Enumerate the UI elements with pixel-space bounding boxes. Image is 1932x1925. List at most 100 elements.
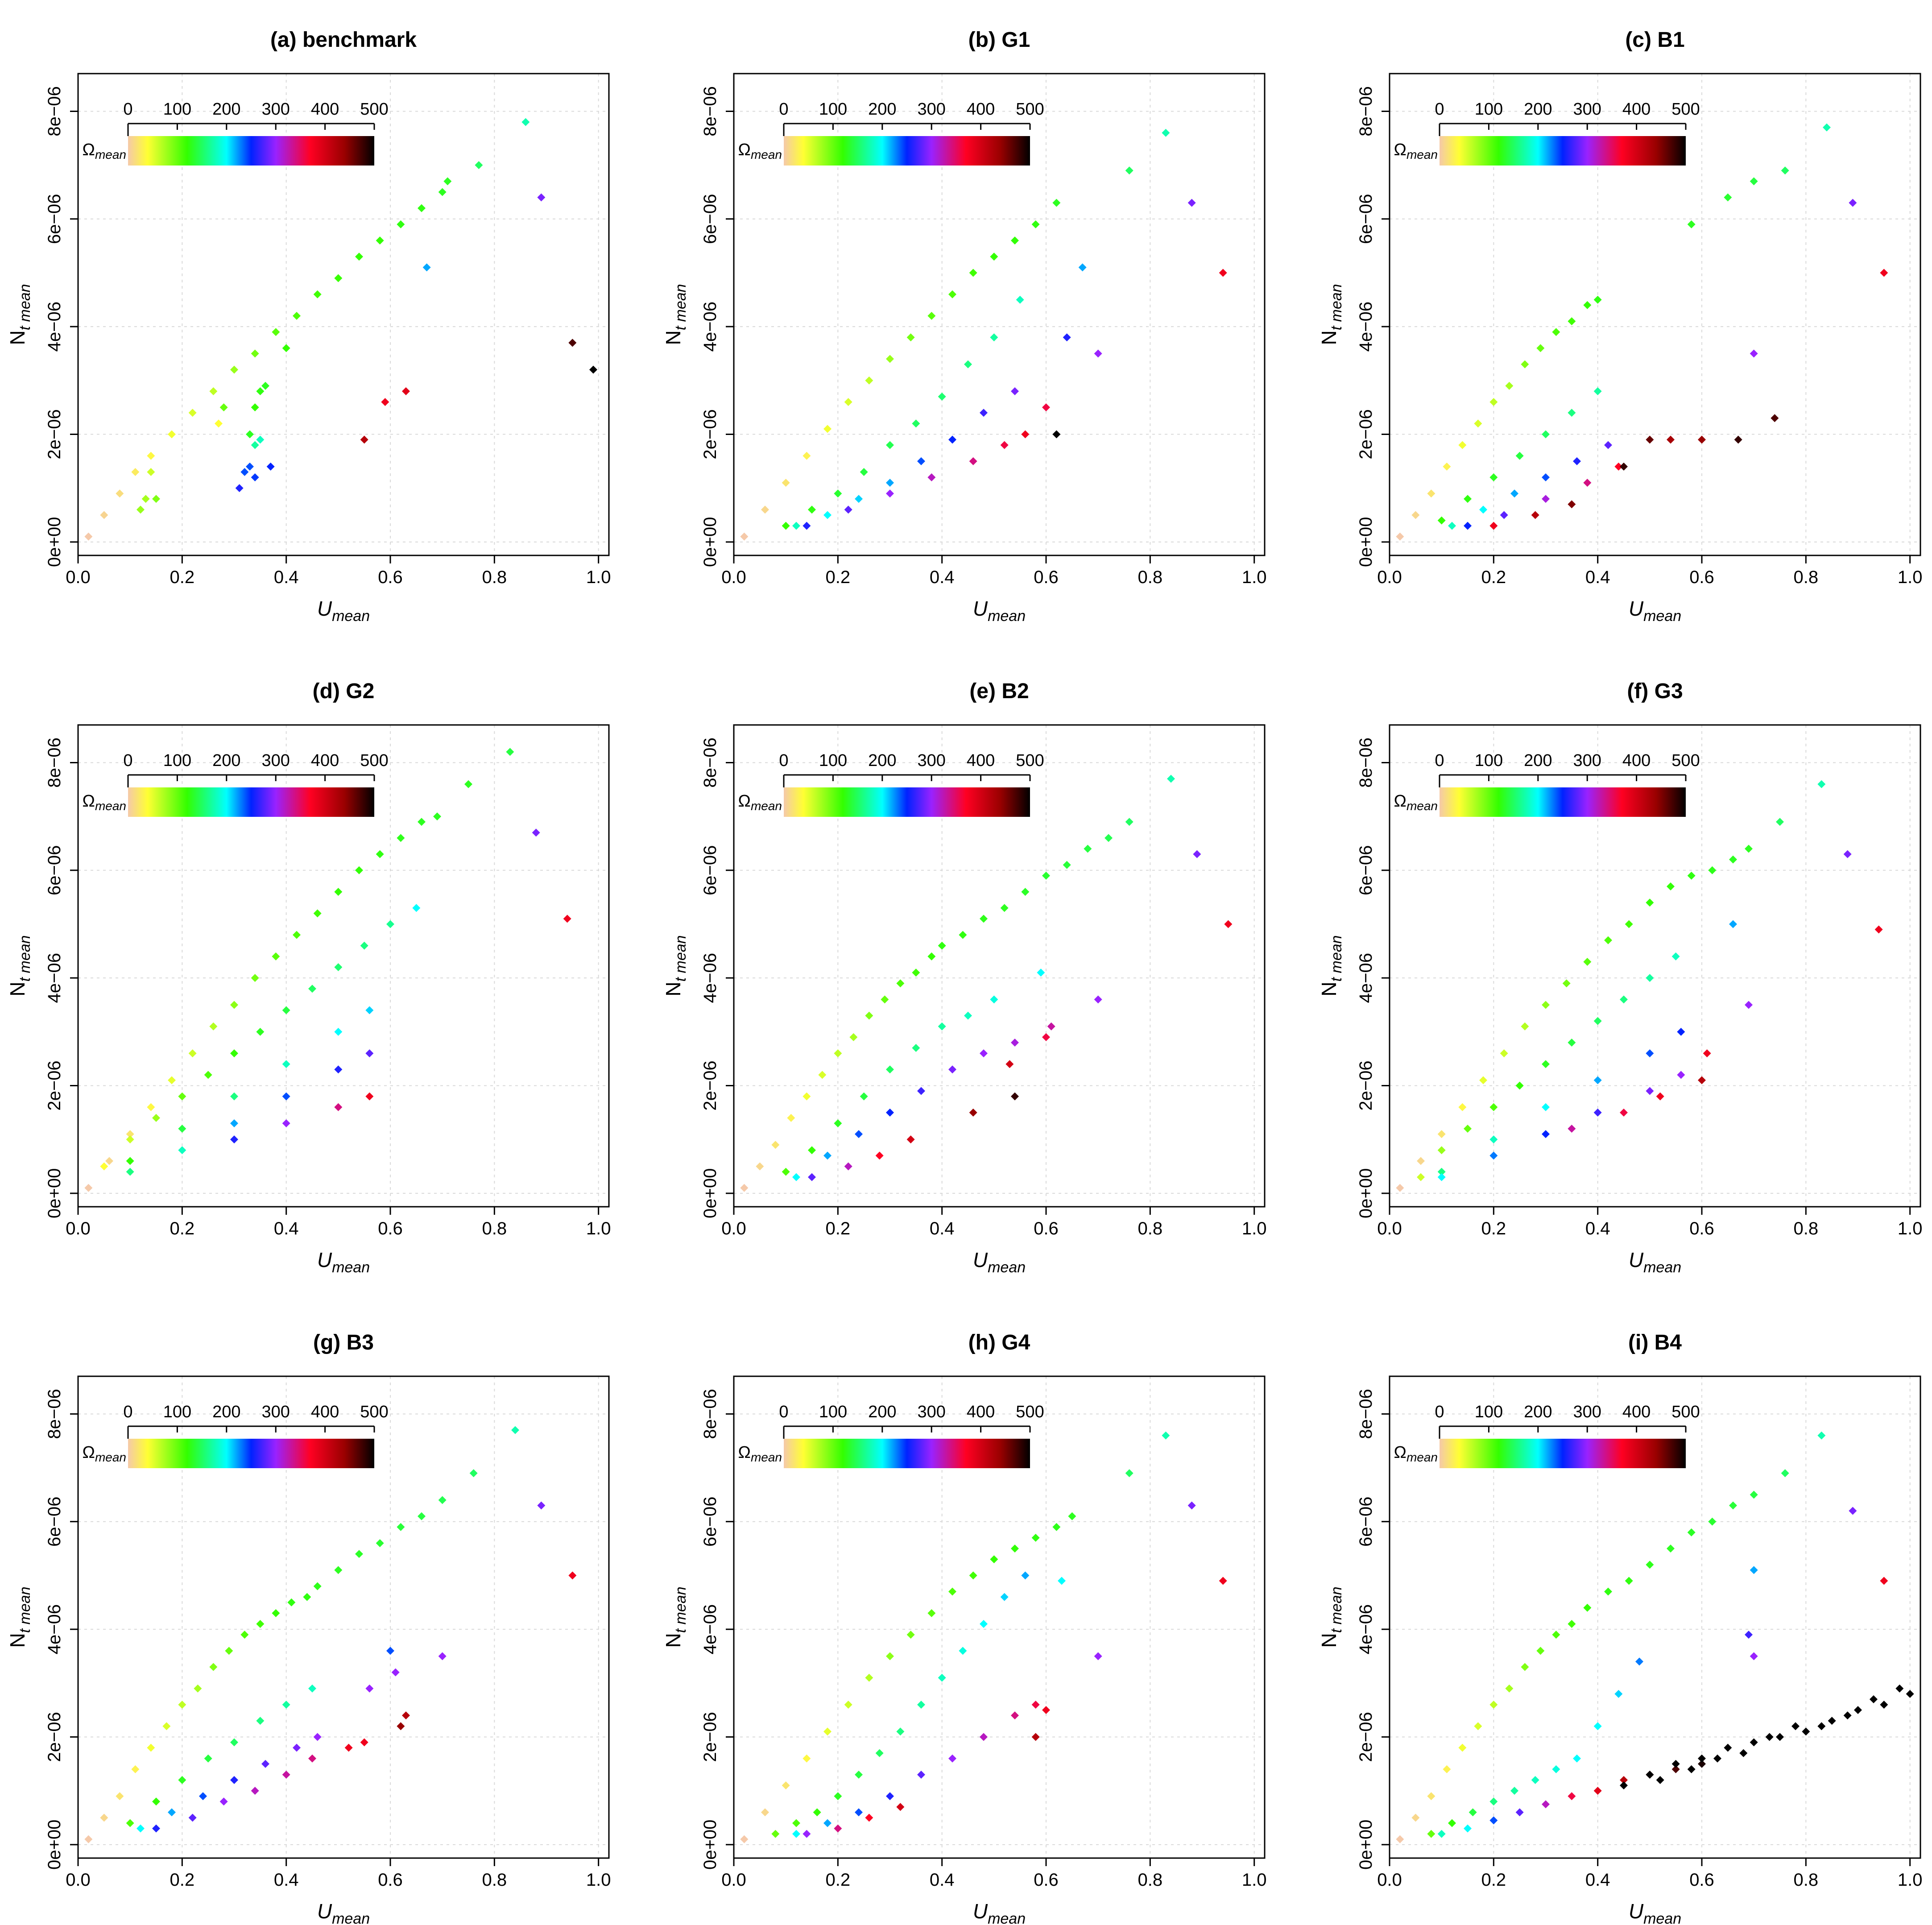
colorbar-title-main: Ω: [83, 141, 95, 159]
data-point: [1510, 489, 1518, 498]
colorbar-ramp: [1440, 136, 1686, 166]
data-point: [1011, 1544, 1019, 1553]
colorbar-tick-label: 0: [779, 751, 788, 770]
x-axis-label-sub: mean: [332, 1259, 370, 1276]
x-axis-label-sub: mean: [1643, 1910, 1681, 1925]
colorbar-tick-label: 0: [1435, 751, 1444, 770]
data-point: [1698, 1759, 1706, 1768]
data-point: [1448, 522, 1456, 530]
data-point: [334, 1027, 343, 1036]
data-point: [1187, 1501, 1196, 1510]
data-point: [1593, 1108, 1602, 1117]
y-axis-label: Nt mean: [1317, 1586, 1345, 1648]
data-point: [1443, 462, 1451, 471]
colorbar-tick-label: 0: [1435, 1403, 1444, 1421]
colorbar-tick-label: 0: [1435, 100, 1444, 119]
data-point: [792, 1819, 800, 1827]
colorbar-title-main: Ω: [1394, 792, 1407, 811]
data-point: [230, 1119, 238, 1127]
x-tick-label: 0.2: [826, 567, 851, 587]
data-point: [980, 1620, 988, 1628]
data-point: [886, 1652, 894, 1660]
data-point: [886, 489, 894, 498]
data-point: [1542, 1130, 1550, 1138]
plot-frame: [1389, 73, 1921, 556]
data-point: [1667, 1544, 1675, 1553]
x-tick-label: 0.2: [170, 567, 195, 587]
data-point: [1823, 123, 1831, 132]
data-point: [168, 1808, 176, 1817]
data-point: [1781, 166, 1789, 175]
plot-frame: [1389, 724, 1921, 1208]
data-point: [137, 505, 145, 514]
data-point: [886, 1065, 894, 1074]
colorbar: 0 100 200 300 400 500 Ωmean: [83, 100, 389, 166]
panel-d: (d) G2 0.0 0.2 0.4 0.6 0.8 1.0 0e+00 2e−06 4e−06 6…: [6, 679, 611, 1276]
y-tick-label: 4e−06: [1356, 953, 1376, 1003]
data-point: [178, 1701, 186, 1709]
colorbar-title-main: Ω: [738, 141, 751, 159]
y-axis-label-main: N: [662, 981, 685, 996]
data-point: [391, 1668, 400, 1677]
panel-title: (e) B2: [969, 679, 1029, 703]
data-point: [969, 1571, 977, 1580]
colorbar-title-sub: mean: [751, 148, 782, 161]
x-tick-label: 0.4: [1585, 1219, 1610, 1238]
x-axis-label-main: U: [1629, 1248, 1644, 1271]
x-tick-label: 0.2: [170, 1870, 195, 1890]
data-point: [1552, 1631, 1560, 1639]
data-point: [256, 1717, 265, 1725]
y-tick-label: 4e−06: [1356, 1604, 1376, 1654]
data-point: [803, 1092, 811, 1101]
scatter-points: [1396, 1431, 1914, 1843]
data-point: [740, 532, 749, 541]
data-point: [397, 1523, 405, 1531]
colorbar-tick-label: 200: [212, 1403, 240, 1421]
data-point: [147, 451, 155, 460]
y-tick-label: 8e−06: [1356, 1389, 1376, 1439]
panel-a: (a) benchmark 0.0 0.2 0.4 0.6 0.8 1.0 0e+00 2e−0…: [6, 28, 611, 625]
data-point: [980, 1733, 988, 1741]
data-point: [1724, 1743, 1732, 1752]
colorbar-title-sub: mean: [95, 799, 126, 813]
data-point: [855, 1770, 863, 1779]
data-point: [1583, 479, 1592, 487]
data-point: [906, 1631, 915, 1639]
colorbar-tick-label: 500: [1671, 751, 1700, 770]
data-point: [1474, 1722, 1482, 1730]
colorbar-title: Ωmean: [83, 141, 126, 161]
data-point: [1489, 1701, 1498, 1709]
colorbar-title-main: Ω: [738, 792, 751, 811]
colorbar: 0 100 200 300 400 500 Ωmean: [1394, 1403, 1700, 1468]
data-point: [927, 473, 936, 482]
data-point: [948, 435, 956, 444]
data-point: [818, 1071, 827, 1079]
x-tick-label: 0.2: [170, 1219, 195, 1238]
data-point: [251, 473, 259, 482]
colorbar-tick-label: 100: [819, 100, 847, 119]
data-point: [1667, 882, 1675, 891]
data-point: [1521, 1663, 1529, 1671]
data-point: [834, 1119, 842, 1127]
data-point: [1593, 387, 1602, 395]
data-point: [1464, 1125, 1472, 1133]
data-point: [855, 495, 863, 503]
data-point: [1031, 220, 1040, 228]
y-axis-label-main: N: [6, 330, 29, 345]
y-tick-label: 4e−06: [700, 302, 720, 352]
data-point: [194, 1684, 202, 1693]
data-point: [771, 1830, 780, 1838]
y-axis-label-sub: t mean: [17, 1586, 33, 1633]
data-point: [959, 931, 967, 939]
y-tick-label: 2e−06: [700, 409, 720, 459]
colorbar-tick-label: 100: [1475, 751, 1503, 770]
data-point: [1542, 1800, 1550, 1809]
y-tick-label: 2e−06: [700, 1712, 720, 1762]
data-point: [792, 1173, 800, 1181]
data-point: [1084, 845, 1092, 853]
colorbar-tick-label: 400: [967, 100, 995, 119]
data-point: [589, 365, 597, 374]
x-axis-label: Umean: [1629, 1248, 1681, 1276]
y-tick-label: 0e+00: [45, 517, 64, 567]
x-axis-label-sub: mean: [988, 1910, 1026, 1925]
